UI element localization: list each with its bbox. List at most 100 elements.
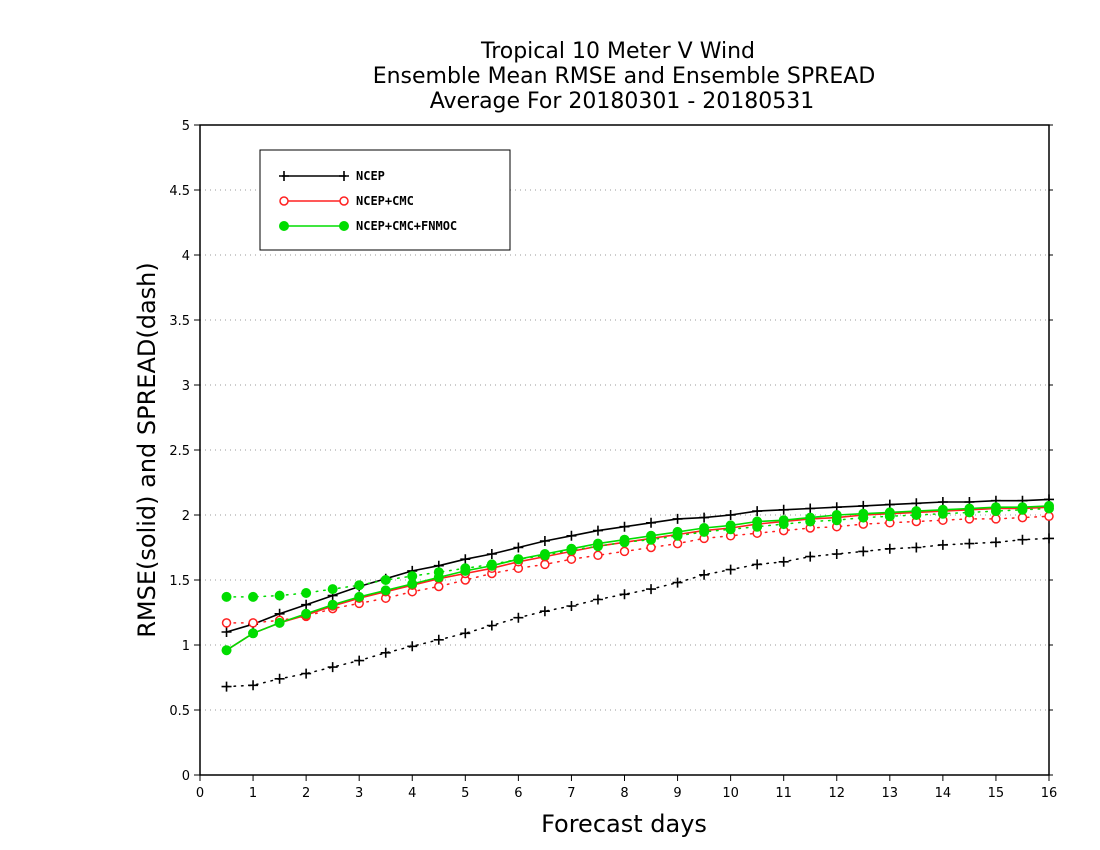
rmse-point — [354, 591, 365, 602]
x-tick-label: 1 — [249, 786, 257, 801]
spread-point — [354, 655, 365, 666]
spread-point — [539, 606, 550, 617]
rmse-point — [301, 599, 312, 610]
rmse-point — [672, 526, 683, 537]
rmse-point — [778, 504, 789, 515]
rmse-point — [221, 645, 232, 656]
legend: NCEP NCEP+CMC NCEP+CMC+FNMOC — [259, 149, 511, 251]
spread-point — [460, 628, 471, 639]
y-tick-label: 0.5 — [169, 704, 190, 719]
spread-point — [327, 584, 338, 595]
rmse-point — [486, 560, 497, 571]
spread-point — [937, 539, 948, 550]
rmse-point — [539, 549, 550, 559]
legend-marker — [339, 196, 349, 206]
spread-point — [858, 546, 869, 557]
spread-point — [221, 681, 232, 692]
legend-marker — [279, 196, 289, 206]
spread-point — [593, 550, 603, 561]
rmse-point — [539, 536, 550, 546]
chart-title-line-3: Average For 20180301 - 20180531 — [430, 89, 815, 114]
spread-point — [566, 554, 577, 564]
spread-point — [248, 680, 259, 691]
legend-marker — [279, 221, 289, 231]
spread-point — [884, 543, 895, 554]
spread-point — [221, 618, 232, 628]
x-tick-label: 3 — [355, 786, 363, 801]
series-ncep-cmc-spread — [221, 511, 1054, 628]
rmse-point — [752, 516, 763, 527]
y-tick-label: 0 — [182, 769, 190, 784]
y-tick-label: 2 — [182, 509, 190, 524]
rmse-point — [1044, 500, 1054, 511]
y-tick-label: 4.5 — [169, 184, 190, 199]
spread-point — [434, 581, 444, 592]
x-tick-label: 13 — [882, 786, 899, 801]
spread-point — [540, 559, 550, 570]
y-tick-label: 2.5 — [169, 444, 190, 459]
spread-point — [619, 589, 630, 600]
legend-item-ncep: NCEP — [279, 169, 385, 183]
rmse-point — [699, 523, 710, 533]
x-tick-label: 8 — [620, 786, 628, 801]
rmse-point — [327, 599, 338, 610]
spread-point — [248, 618, 258, 628]
y-tick-label: 1 — [182, 639, 190, 654]
rmse-line — [226, 505, 1050, 651]
spread-point — [380, 575, 391, 585]
spread-point — [486, 620, 497, 631]
spread-point — [911, 542, 922, 553]
rmse-point — [699, 512, 710, 523]
spread-point — [805, 551, 816, 562]
rmse-point — [672, 513, 683, 524]
x-tick-label: 11 — [775, 786, 792, 801]
x-tick-label: 7 — [567, 786, 575, 801]
spread-line — [225, 515, 1050, 624]
rmse-point — [752, 506, 763, 517]
y-tick-label: 3 — [182, 379, 190, 394]
rmse-point — [460, 565, 471, 576]
x-tick-label: 6 — [514, 786, 522, 801]
spread-line — [225, 507, 1050, 598]
x-tick-label: 4 — [408, 786, 416, 801]
series-ncep-cmc-fnmoc-spread — [221, 503, 1054, 602]
spread-point — [672, 577, 683, 588]
y-tick-label: 5 — [182, 119, 190, 134]
legend-label: NCEP+CMC — [356, 194, 414, 208]
spread-point — [274, 673, 285, 684]
spread-point — [248, 591, 259, 602]
chart-title-block: Tropical 10 Meter V Wind Ensemble Mean R… — [373, 39, 876, 114]
rmse-point — [725, 520, 736, 531]
y-tick-label: 1.5 — [169, 574, 190, 589]
spread-line — [225, 537, 1050, 688]
series-ncep-cmc-rmse — [221, 502, 1054, 655]
rmse-point — [778, 515, 789, 526]
x-tick-label: 16 — [1041, 786, 1058, 801]
x-tick-label: 2 — [302, 786, 310, 801]
rmse-point — [380, 585, 391, 596]
spread-point — [778, 556, 789, 567]
spread-point — [619, 546, 630, 557]
spread-point — [831, 549, 842, 559]
spread-point — [990, 537, 1001, 548]
rmse-point — [884, 507, 895, 518]
spread-point — [1017, 534, 1028, 545]
rmse-point — [433, 572, 444, 583]
x-tick-label: 9 — [673, 786, 681, 801]
rmse-point — [248, 628, 259, 639]
spread-point — [1044, 533, 1054, 544]
rmse-point — [646, 517, 657, 528]
legend-label: NCEP — [356, 169, 385, 183]
rmse-point — [274, 617, 285, 628]
rmse-line — [226, 498, 1050, 633]
rmse-point — [646, 530, 657, 541]
y-tick-label: 3.5 — [169, 314, 190, 329]
spread-point — [964, 538, 975, 549]
spread-point — [274, 590, 285, 601]
rmse-point — [566, 530, 577, 541]
spread-point — [991, 514, 1001, 524]
rmse-point — [937, 504, 948, 515]
rmse-line — [226, 506, 1050, 651]
y-axis-ticks: 0 0.5 1 1.5 2 2.5 3 3.5 4 4.5 5 — [169, 119, 1053, 784]
